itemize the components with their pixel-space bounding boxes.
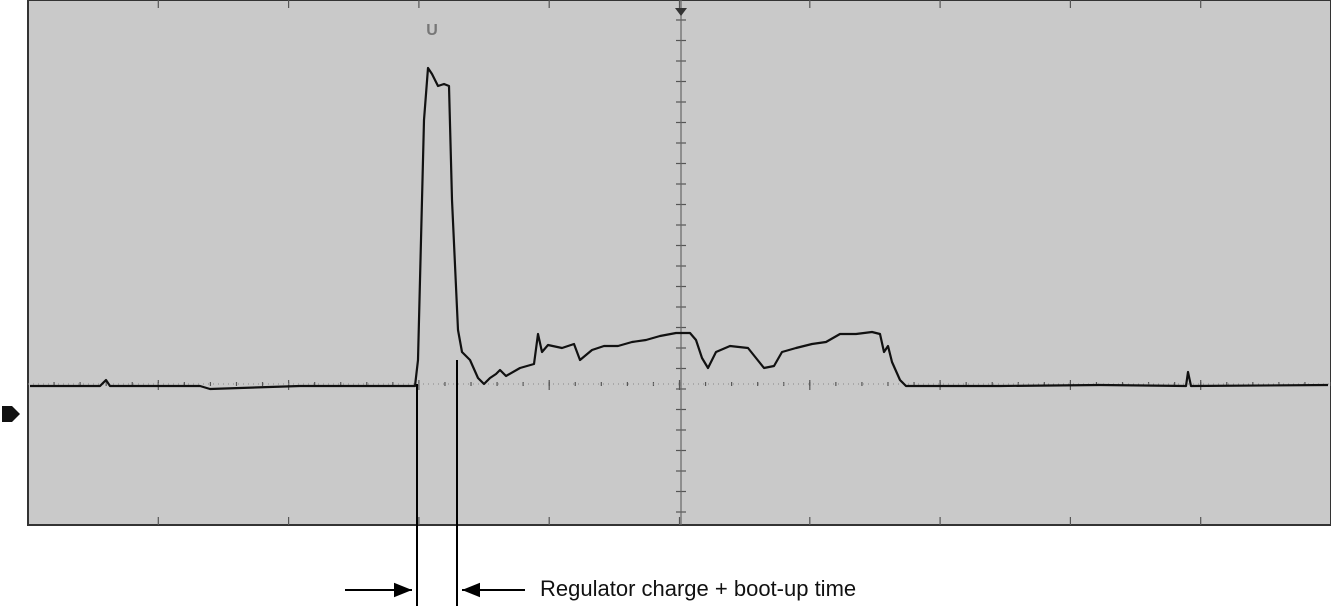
trigger-position-marker bbox=[675, 8, 687, 16]
ground-marker bbox=[2, 406, 20, 422]
waveform-trace bbox=[30, 66, 1329, 391]
graticule bbox=[53, 0, 1331, 525]
scope-screen bbox=[27, 0, 1331, 526]
trigger-marker: U bbox=[426, 22, 438, 39]
annotation-label: Regulator charge + boot-up time bbox=[540, 576, 856, 601]
